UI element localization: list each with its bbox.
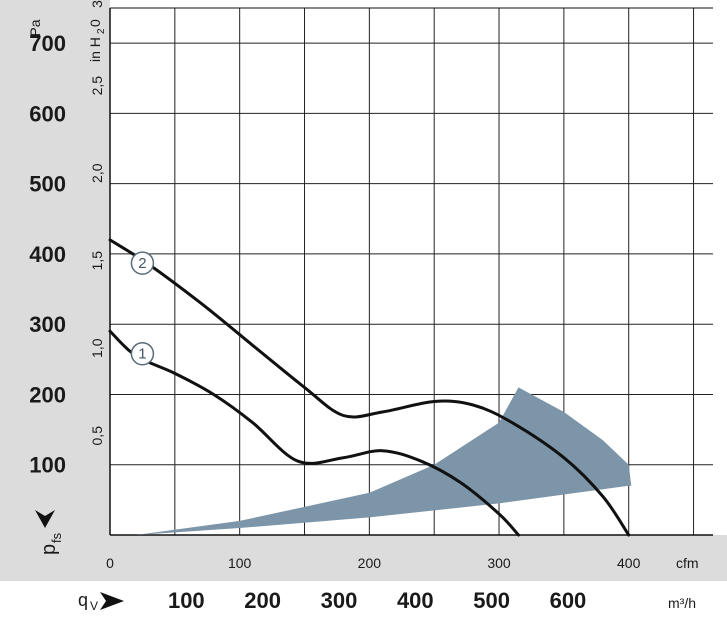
y-axis-panel bbox=[0, 0, 110, 581]
qv-symbol-label: q V bbox=[78, 590, 98, 613]
y-tick-label: 200 bbox=[29, 382, 66, 407]
x-secondary-tick-label: 400 bbox=[397, 588, 434, 613]
qv-symbol-sub: V bbox=[90, 599, 98, 613]
y-symbol-sub: fs bbox=[49, 532, 64, 543]
y-arrow-icon bbox=[35, 510, 55, 528]
qv-symbol: q bbox=[78, 590, 88, 610]
curve-1 bbox=[108, 329, 520, 537]
right-tick-label: 2,5 bbox=[89, 76, 105, 96]
y-tick-label: 400 bbox=[29, 242, 66, 267]
x-unit-m3h: m³/h bbox=[668, 595, 696, 611]
x-tick-label: 300 bbox=[487, 555, 511, 571]
y-symbol-label: p fs bbox=[38, 532, 64, 555]
x-secondary-tick-label: 600 bbox=[550, 588, 587, 613]
x-axis-panel bbox=[0, 535, 727, 581]
x-unit-cfm: cfm bbox=[676, 555, 699, 571]
labels-layer: 100 200 300 400 500 600 700 0,5 1,0 1,5 2,0 2,5 3,0 0… bbox=[29, 0, 640, 613]
y-tick-label: 500 bbox=[29, 172, 66, 197]
y-tick-label: 100 bbox=[29, 453, 66, 478]
y-tick-label: 700 bbox=[29, 31, 66, 56]
right-tick-label: 2,0 bbox=[89, 163, 105, 183]
x-tick-label: 100 bbox=[228, 555, 252, 571]
curve-marker-2 bbox=[130, 251, 155, 275]
right-unit-prefix: in H bbox=[87, 37, 103, 62]
x-secondary-tick-label: 200 bbox=[244, 588, 281, 613]
curve-2 bbox=[108, 238, 631, 537]
right-tick-label: 3,0 bbox=[89, 0, 105, 8]
operating-range-area bbox=[135, 387, 632, 535]
curve-label-1: 1 bbox=[138, 346, 146, 363]
right-unit-sub: 2 bbox=[96, 28, 107, 34]
curve-marker-1 bbox=[130, 341, 155, 366]
right-unit-label: in H 2 0 bbox=[87, 19, 107, 62]
x-tick-label: 400 bbox=[617, 555, 641, 571]
y-symbol: p bbox=[38, 544, 60, 555]
x-arrow-icon bbox=[100, 592, 124, 610]
y-unit-label: Pa bbox=[27, 19, 43, 36]
secondary-axis-strip bbox=[0, 581, 727, 626]
x-secondary-tick-label: 100 bbox=[168, 588, 205, 613]
x-secondary-tick-label: 300 bbox=[321, 588, 358, 613]
x-tick-label: 200 bbox=[358, 555, 382, 571]
curve-label-2: 2 bbox=[138, 255, 146, 272]
right-tick-label: 0,5 bbox=[89, 426, 105, 446]
right-tick-label: 1,0 bbox=[89, 338, 105, 358]
x-tick-label: 0 bbox=[106, 555, 114, 571]
right-unit-suffix: 0 bbox=[87, 19, 103, 27]
right-tick-label: 1,5 bbox=[89, 251, 105, 271]
x-secondary-tick-label: 500 bbox=[473, 588, 510, 613]
y-tick-label: 600 bbox=[29, 101, 66, 126]
y-tick-label: 300 bbox=[29, 312, 66, 337]
curves-layer: 12 bbox=[108, 238, 631, 537]
